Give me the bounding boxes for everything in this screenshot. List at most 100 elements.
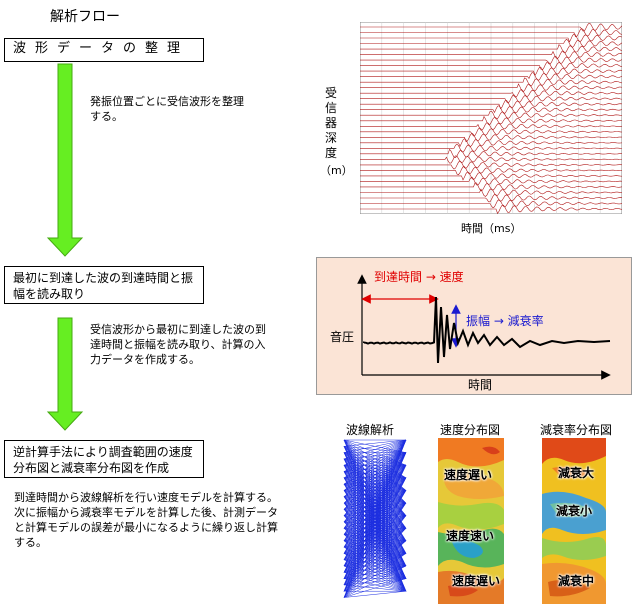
seismogram-trace	[360, 72, 622, 81]
ray-line	[343, 578, 407, 592]
flow-arrow-2	[46, 317, 84, 431]
ray-line	[343, 439, 407, 535]
ray-line	[343, 439, 407, 485]
ray-line	[343, 490, 407, 592]
ray-line	[343, 439, 407, 529]
flow-note-2: 受信波形から最初に到達した波の到達時間と振幅を読み取り、計算の入力データを作成す…	[90, 323, 266, 366]
ray-line	[343, 565, 407, 598]
ray-line	[343, 439, 407, 491]
velocity-label-top: 速度遅い	[444, 468, 493, 482]
waveform-y-label: 音圧	[330, 330, 355, 344]
ray-line	[343, 439, 407, 466]
ray-line	[343, 439, 407, 453]
seismogram-trace	[360, 122, 622, 131]
seismogram-trace	[360, 155, 622, 164]
ray-line	[343, 439, 407, 510]
seismogram-trace	[360, 115, 622, 125]
amplitude-label: 振幅 → 減衰率	[466, 314, 544, 328]
waveform-panel	[316, 257, 632, 395]
seismogram-trace	[360, 28, 622, 38]
flow-arrows	[46, 63, 84, 431]
attenuation-label-middle: 減衰小	[556, 504, 593, 518]
seismogram-trace	[360, 204, 622, 214]
ray-line	[343, 439, 407, 497]
ray-line	[343, 465, 407, 592]
seismogram-trace	[360, 193, 622, 203]
seismogram-trace	[360, 148, 622, 159]
flow-step-3: 逆計算手法により調査範囲の速度分布図と減衰率分布図を作成	[4, 440, 204, 478]
ray-line	[343, 477, 407, 598]
attenuation-label-top: 減衰大	[558, 466, 595, 480]
seismogram-trace	[360, 138, 622, 148]
ray-line	[343, 439, 407, 479]
ray-line	[343, 439, 407, 567]
ray-line	[343, 490, 407, 598]
seismogram-trace	[360, 182, 622, 192]
seismogram-trace	[360, 176, 622, 186]
ray-line	[343, 439, 407, 598]
ray-line	[343, 439, 407, 516]
ray-line	[343, 540, 407, 592]
ray-line	[343, 439, 407, 585]
seismogram-trace	[360, 188, 622, 197]
flow-note-1: 発振位置ごとに受信波形を整理する。	[90, 95, 244, 123]
ray-line	[343, 439, 407, 579]
seismogram-trace	[360, 89, 622, 98]
ray-line	[343, 528, 407, 598]
ray-line	[343, 452, 407, 598]
ray-line	[343, 439, 407, 554]
flow-step-2: 最初に到達した波の到達時間と振幅を読み取り	[4, 266, 204, 304]
ray-line	[343, 590, 407, 598]
ray-line	[343, 439, 407, 548]
page-title: 解析フロー	[50, 9, 120, 25]
seismogram-trace	[360, 61, 622, 71]
seismogram-trace	[360, 50, 622, 59]
ray-line	[343, 439, 407, 447]
velocity-map-title: 速度分布図	[440, 423, 501, 437]
seismogram-trace	[360, 66, 622, 77]
arrival-label: 到達時間 → 速度	[374, 270, 464, 284]
ray-line	[343, 528, 407, 592]
waveform-diagram	[357, 274, 611, 380]
seismogram-trace	[360, 22, 622, 32]
seismogram-trace	[360, 83, 622, 93]
ray-line	[343, 439, 407, 523]
seismogram-trace	[360, 110, 622, 120]
seismogram-trace	[360, 38, 622, 48]
flow-note-3: 到達時間から波線解析を行い速度モデルを計算する。次に振幅から減衰率モデルを計算し…	[14, 491, 278, 549]
ray-line	[343, 439, 407, 541]
ray-line	[343, 553, 407, 598]
raypath-image	[342, 438, 408, 604]
ray-line	[343, 439, 407, 460]
seismogram-trace	[360, 199, 622, 209]
seismogram-trace	[360, 127, 622, 137]
velocity-label-middle: 速度速い	[446, 529, 495, 543]
ray-line	[343, 515, 407, 592]
ray-line	[343, 565, 407, 592]
waveform-x-label: 時間	[468, 378, 493, 392]
ray-line	[343, 540, 407, 598]
ray-line	[343, 515, 407, 598]
seismogram-trace	[360, 143, 622, 153]
ray-line	[343, 578, 407, 598]
ray-line	[343, 465, 407, 598]
attenuation-map-image	[542, 438, 606, 604]
flow-step-1: 波形データの整理	[4, 38, 204, 62]
seismogram-trace	[360, 56, 622, 65]
seismogram-trace	[360, 160, 622, 170]
velocity-map-image	[438, 438, 504, 604]
seismogram-y-unit: （m）	[320, 164, 353, 177]
ray-line	[343, 452, 407, 592]
seismogram-trace	[360, 132, 622, 143]
attenuation-map-title: 減衰率分布図	[540, 423, 613, 437]
seismogram-trace	[360, 171, 622, 181]
seismogram-trace	[360, 105, 622, 114]
ray-line	[343, 477, 407, 592]
seismogram-trace	[360, 99, 622, 110]
seismogram-y-label: 受信器深度	[324, 86, 337, 160]
ray-line	[343, 553, 407, 592]
ray-line	[343, 439, 407, 560]
attenuation-label-bottom: 減衰中	[558, 574, 595, 588]
seismogram-trace	[360, 94, 622, 104]
ray-line	[343, 439, 407, 573]
